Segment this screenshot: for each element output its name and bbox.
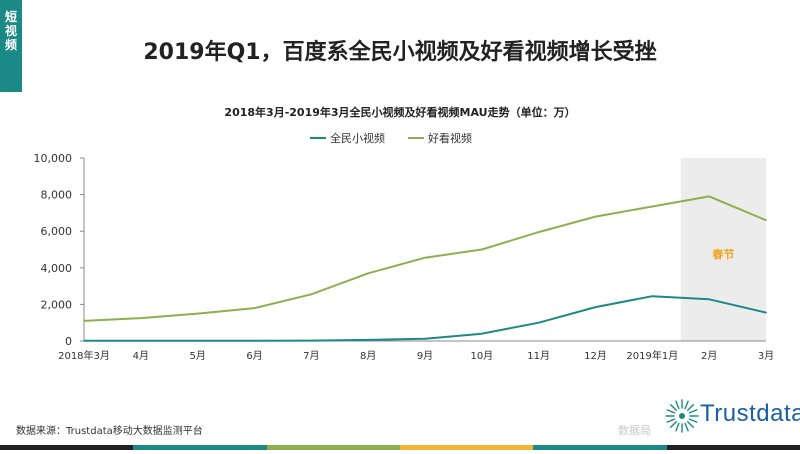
color-bar-segment	[266, 445, 400, 450]
trustdata-logo: Trustdata	[664, 398, 800, 438]
series-point	[310, 339, 313, 342]
x-tick-label: 11月	[527, 350, 550, 362]
series-point	[367, 339, 369, 341]
legend-label: 好看视频	[428, 131, 472, 145]
series-point	[196, 312, 199, 315]
series-point	[83, 320, 85, 322]
highlight-label: 春节	[712, 247, 734, 261]
series-point	[481, 248, 483, 251]
series-line-1	[84, 295, 767, 342]
source-note: 数据来源：Trustdata移动大数据监测平台	[16, 426, 203, 437]
color-bar-segment	[133, 445, 267, 450]
y-tick-label: 10,000	[34, 152, 73, 165]
series-point	[537, 321, 540, 324]
legend-label: 全民小视频	[330, 131, 385, 145]
color-bar-segment	[533, 445, 667, 450]
color-bar-segment	[0, 445, 134, 450]
x-tick-label: 2月	[701, 350, 717, 362]
series-point	[651, 205, 654, 208]
color-bar-segment	[666, 445, 800, 450]
x-tick-label: 12月	[584, 350, 607, 362]
y-tick-label: 8,000	[41, 189, 73, 202]
y-tick-label: 4,000	[41, 262, 73, 275]
series-point	[253, 307, 256, 309]
x-tick-label: 7月	[303, 350, 319, 362]
color-bar-segment	[399, 445, 534, 450]
x-tick-label: 9月	[417, 350, 433, 362]
x-tick-label: 5月	[189, 350, 205, 362]
series-point	[765, 219, 767, 222]
y-tick-label: 6,000	[41, 225, 73, 238]
x-tick-label: 10月	[470, 350, 493, 362]
series-point	[253, 340, 256, 342]
x-tick-label: 2019年1月	[626, 349, 678, 362]
x-tick-label: 3月	[758, 350, 774, 362]
bottom-color-bar	[0, 445, 800, 450]
series-point	[140, 340, 142, 342]
series-point	[708, 298, 710, 301]
series-point	[481, 332, 483, 335]
series-point	[708, 195, 710, 198]
series-point	[310, 293, 313, 296]
series-point	[594, 306, 597, 308]
series-line-2	[83, 195, 767, 322]
x-tick-label: 2018年3月	[58, 349, 110, 362]
x-tick-label: 6月	[246, 350, 262, 362]
chart-title: 2018年3月-2019年3月全民小视频及好看视频MAU走势（单位：万）	[224, 105, 575, 119]
series-point	[424, 338, 426, 340]
series-point	[424, 256, 426, 259]
series-point	[196, 340, 199, 342]
y-tick-label: 0	[65, 335, 72, 348]
logo-text: Trustdata	[700, 400, 800, 427]
series-point	[765, 311, 767, 314]
x-tick-label: 8月	[360, 350, 376, 362]
series-point	[140, 317, 142, 319]
page-title: 2019年Q1，百度系全民小视频及好看视频增长受挫	[143, 40, 657, 65]
series-point	[83, 340, 85, 342]
watermark-text: 数据局	[618, 424, 651, 437]
series-point	[367, 272, 369, 275]
series-point	[537, 231, 540, 233]
highlight-band	[680, 158, 766, 341]
section-tab: 短视频	[0, 0, 22, 92]
series-point	[594, 215, 597, 218]
y-tick-label: 2,000	[41, 298, 73, 311]
sunburst-icon	[665, 399, 699, 433]
series-point	[651, 295, 654, 297]
x-tick-label: 4月	[133, 350, 149, 362]
section-tab-label: 短视频	[4, 10, 17, 52]
